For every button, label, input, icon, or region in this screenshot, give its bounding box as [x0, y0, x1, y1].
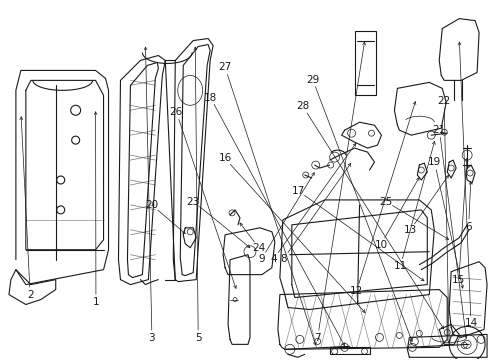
Text: 17: 17 [291, 186, 304, 196]
Text: 21: 21 [432, 125, 445, 135]
Text: 9: 9 [258, 254, 264, 264]
Text: 1: 1 [92, 297, 99, 307]
Text: 11: 11 [393, 261, 406, 271]
Text: 26: 26 [169, 107, 183, 117]
Text: 28: 28 [296, 102, 309, 112]
Text: 4: 4 [270, 254, 277, 264]
Text: 12: 12 [349, 286, 363, 296]
Text: 5: 5 [195, 333, 201, 343]
Text: 8: 8 [280, 254, 286, 264]
Text: 13: 13 [403, 225, 416, 235]
Text: 23: 23 [186, 197, 200, 207]
Text: 6: 6 [464, 222, 471, 231]
Text: 7: 7 [314, 333, 320, 343]
Text: 10: 10 [373, 239, 386, 249]
Text: 19: 19 [427, 157, 440, 167]
Text: 16: 16 [218, 153, 231, 163]
Text: 20: 20 [145, 200, 158, 210]
Bar [354, 31, 376, 95]
Text: 14: 14 [464, 319, 477, 328]
Text: 22: 22 [437, 96, 450, 106]
Text: 15: 15 [451, 275, 465, 285]
Text: 25: 25 [378, 197, 391, 207]
Text: 27: 27 [218, 62, 231, 72]
Text: 18: 18 [203, 93, 217, 103]
Text: 24: 24 [252, 243, 265, 253]
Text: 3: 3 [148, 333, 155, 343]
Text: 29: 29 [305, 75, 319, 85]
Text: 2: 2 [27, 290, 33, 300]
